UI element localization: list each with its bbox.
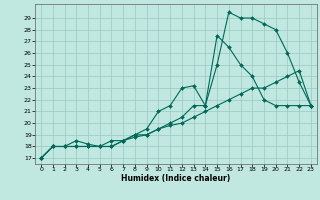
X-axis label: Humidex (Indice chaleur): Humidex (Indice chaleur) <box>121 174 231 183</box>
